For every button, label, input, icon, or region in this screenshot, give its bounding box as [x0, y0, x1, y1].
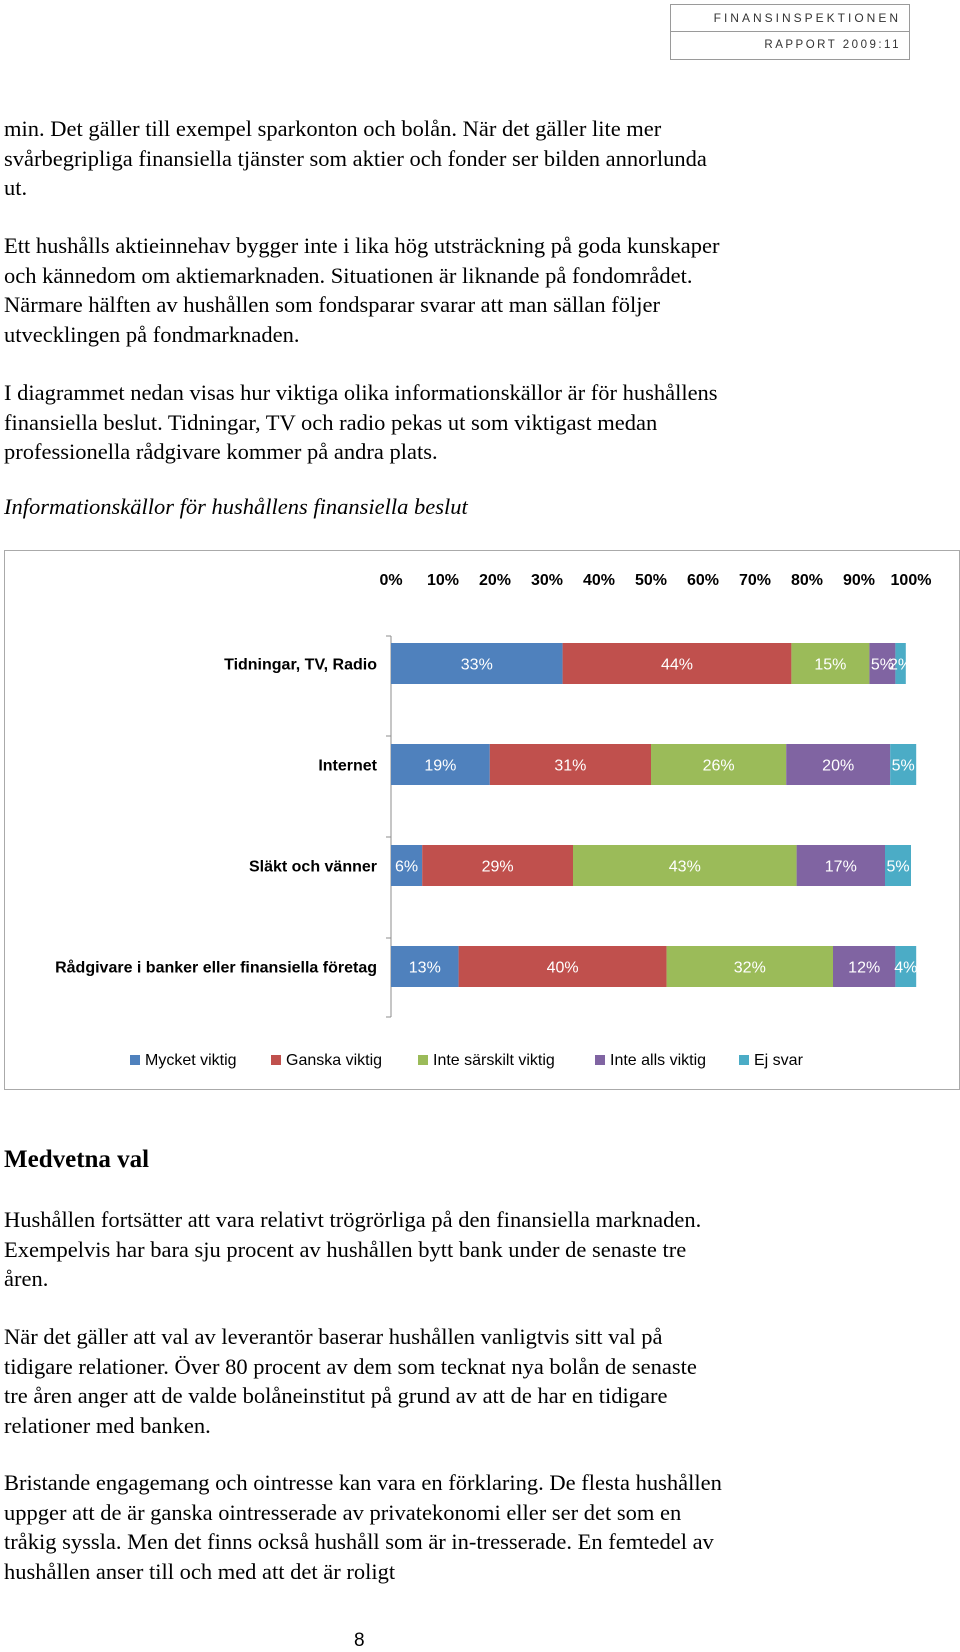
page-number: 8 [354, 1630, 365, 1651]
category-label: Tidningar, TV, Radio [224, 657, 377, 674]
bar-value-label: 5% [871, 657, 894, 674]
bar-segment [869, 643, 896, 684]
bar-value-label: 31% [554, 758, 586, 775]
bar-segment [562, 643, 792, 684]
chart-container: 0% 10% 20% 30% 40% 50% 60% 70% 80% 90% 100% Tidning… [4, 550, 960, 1090]
bar-value-label: 15% [814, 657, 846, 674]
x-tick-label: 90% [843, 572, 875, 589]
x-tick-label: 30% [531, 572, 563, 589]
legend-swatch [739, 1055, 749, 1065]
bar-value-label: 40% [547, 960, 579, 977]
x-tick-label: 50% [635, 572, 667, 589]
section-heading: Medvetna val [4, 1146, 150, 1173]
bar-segment [458, 946, 667, 987]
legend-label: Inte särskilt viktig [433, 1052, 555, 1069]
bar-value-label: 5% [886, 859, 909, 876]
bar-value-label: 6% [395, 859, 418, 876]
bar-value-label: 26% [703, 758, 735, 775]
report-header: FINANSINSPEKTIONEN RAPPORT 2009:11 [670, 4, 910, 60]
bar-segment [885, 845, 911, 886]
bar-segment [391, 744, 490, 785]
bar-value-label: 19% [424, 758, 456, 775]
legend-swatch [595, 1055, 605, 1065]
bar-value-label: 5% [892, 758, 915, 775]
bar-segment [791, 643, 870, 684]
paragraph-diagram-intro: I diagrammet nedan visas hur viktiga oli… [4, 380, 718, 464]
x-tick-label: 60% [687, 572, 719, 589]
bar-value-label: 17% [825, 859, 857, 876]
category-label: Rådgivare i banker eller finansiella för… [55, 959, 377, 977]
bar-value-label: 4% [894, 960, 917, 977]
bar-segment [666, 946, 833, 987]
category-label: Släkt och vänner [249, 859, 377, 876]
bar-value-label: 13% [409, 960, 441, 977]
bar-segment [786, 744, 891, 785]
paragraph-body-3: Bristande engagemang och ointresse kan v… [4, 1470, 722, 1584]
paragraph-stocks: Ett hushålls aktieinnehav bygger inte i … [4, 233, 720, 347]
bar-value-label: 2% [889, 657, 912, 674]
x-tick-label: 100% [891, 572, 932, 589]
bar-value-label: 44% [661, 657, 693, 674]
x-tick-label: 40% [583, 572, 615, 589]
legend-label: Ej svar [754, 1052, 804, 1069]
paragraph-intro: min. Det gäller till exempel sparkonton … [4, 116, 707, 200]
header-report-number: RAPPORT 2009:11 [671, 31, 909, 57]
bar-segment [651, 744, 787, 785]
x-tick-label: 10% [427, 572, 459, 589]
bar-segment [422, 845, 573, 886]
bar-segment [833, 946, 896, 987]
category-label: Internet [318, 758, 377, 775]
bar-segment [890, 744, 917, 785]
legend-swatch [130, 1055, 140, 1065]
x-tick-label: 0% [379, 572, 402, 589]
legend-label: Inte alls viktig [610, 1052, 706, 1069]
stacked-bar-chart: 0% 10% 20% 30% 40% 50% 60% 70% 80% 90% 100% Tidning… [55, 572, 932, 1069]
paragraph-body-1: Hushållen fortsätter att vara relativt t… [4, 1207, 702, 1291]
bar-segment [796, 845, 885, 886]
legend-label: Ganska viktig [286, 1052, 382, 1069]
x-tick-label: 20% [479, 572, 511, 589]
bar-value-label: 33% [461, 657, 493, 674]
bar-segment [391, 845, 423, 886]
bar-value-label: 32% [734, 960, 766, 977]
figure-caption: Informationskällor för hushållens finans… [4, 494, 468, 519]
legend-swatch [271, 1055, 281, 1065]
bar-segment [895, 946, 917, 987]
bar-segment [391, 643, 563, 684]
bar-segment [489, 744, 651, 785]
bar-value-label: 43% [669, 859, 701, 876]
bar-value-label: 29% [482, 859, 514, 876]
paragraph-body-2: När det gäller att val av leverantör bas… [4, 1324, 697, 1438]
legend-swatch [418, 1055, 428, 1065]
bar-segment [573, 845, 797, 886]
header-org: FINANSINSPEKTIONEN [713, 11, 901, 25]
x-tick-label: 80% [791, 572, 823, 589]
x-tick-label: 70% [739, 572, 771, 589]
bar-segment [895, 643, 906, 684]
bar-segment [391, 946, 459, 987]
bar-value-label: 20% [822, 758, 854, 775]
bar-value-label: 12% [848, 960, 880, 977]
legend-label: Mycket viktig [145, 1052, 237, 1069]
